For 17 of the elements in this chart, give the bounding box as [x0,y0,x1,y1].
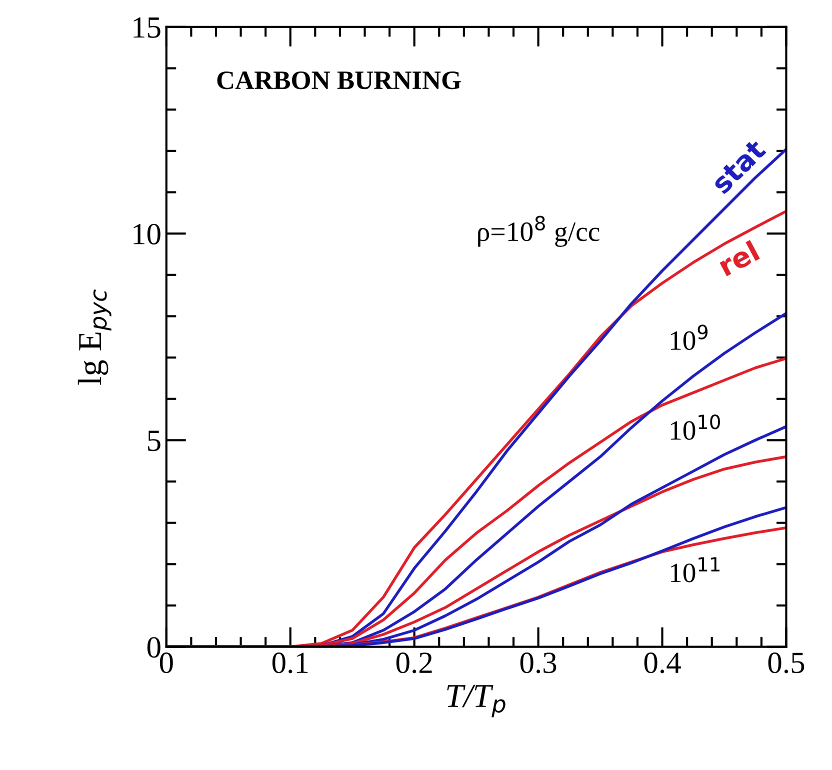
y-tick-label: 10 [134,224,160,244]
y-tick-label: 5 [148,430,160,452]
x-tick-label: 0.5 [768,652,804,674]
x-tick-label: 0.3 [520,652,556,674]
x-tick-label: 0.4 [644,652,681,674]
text: CARBON BURNING [217,71,461,90]
y-axis-title: lg E$_{pyc}$ [78,289,112,385]
annotation: ρ=10$^{8}$ g/cc [478,216,600,247]
x-tick-label: 0.1 [272,652,308,674]
x-axis-title: T/T$_{p}$ [447,684,506,718]
y-tick-label: 15 [134,17,160,38]
y-tick-label: 0 [147,637,160,658]
annotation: 10$^{10}$ [670,414,720,440]
annotation: 10$^{11}$ [670,557,720,582]
x-tick-label: 0.2 [396,652,432,674]
annotation: 10$^{9}$ [670,324,708,350]
text: rel [716,240,760,277]
